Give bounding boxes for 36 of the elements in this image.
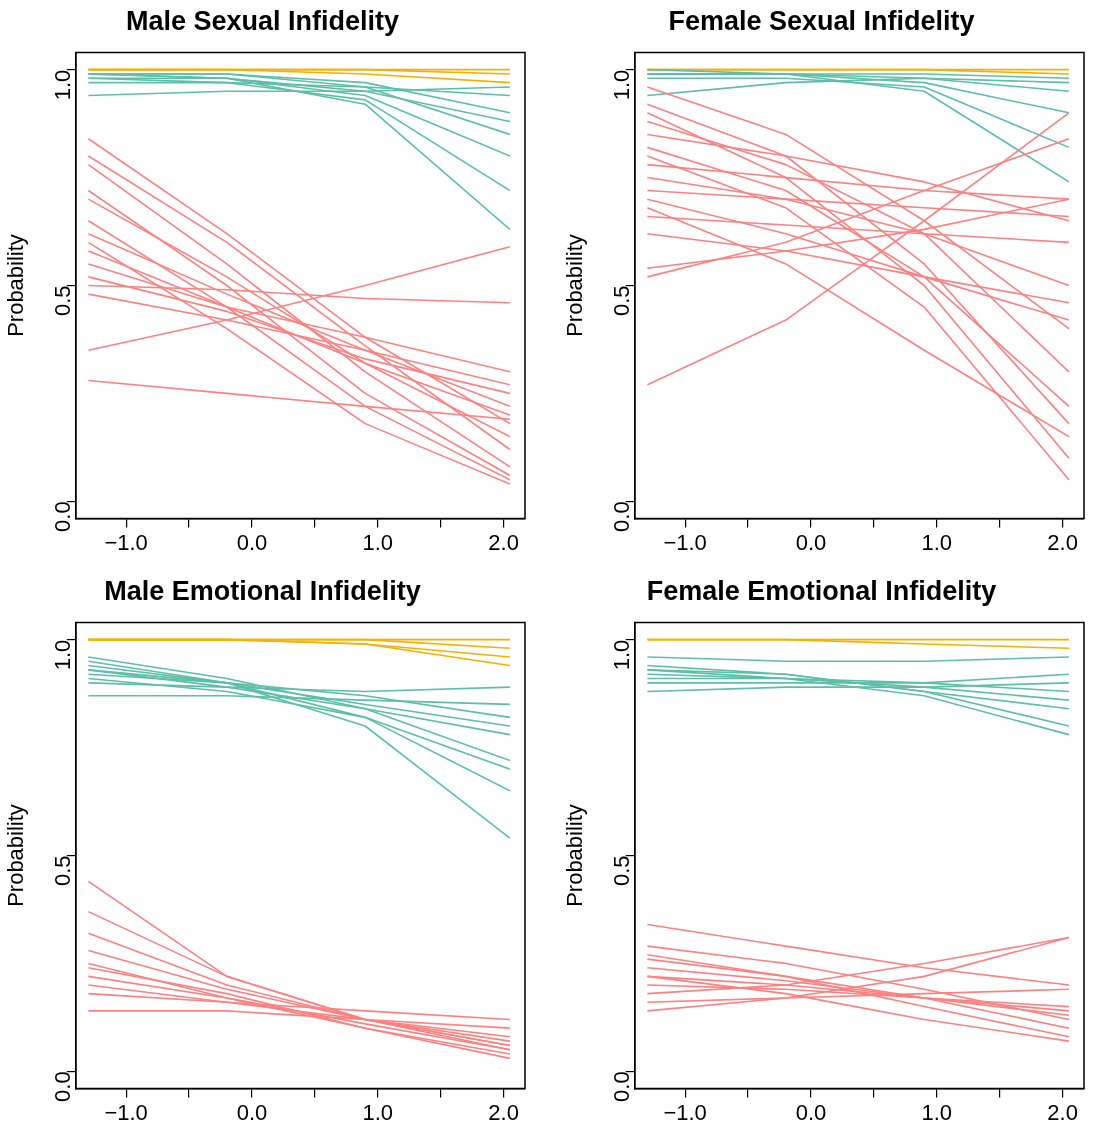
y-tick-label: 0.0 [49, 1071, 75, 1102]
x-tick-label: 1.0 [362, 529, 394, 555]
y-tick-label: 0.0 [608, 501, 634, 532]
x-tick-label: 0.0 [795, 529, 827, 555]
x-tick-label: −1.0 [663, 1099, 707, 1125]
y-axis-title: Probability [3, 234, 29, 337]
x-tick-label: 1.0 [921, 1099, 953, 1125]
x-tick-label: −1.0 [104, 529, 148, 555]
y-axis-title: Probability [562, 804, 588, 907]
x-tick-label: 0.0 [795, 1099, 827, 1125]
x-tick-label: 2.0 [488, 529, 519, 555]
y-tick-label: 1.0 [608, 639, 634, 671]
chart-title: Female Sexual Infidelity [668, 5, 975, 36]
x-tick-label: 0.0 [236, 529, 268, 555]
chart-title: Male Emotional Infidelity [104, 575, 421, 606]
x-tick-label: 0.0 [236, 1099, 268, 1125]
x-tick-label: 2.0 [1047, 529, 1078, 555]
y-tick-label: 1.0 [608, 69, 634, 101]
y-axis-title: Probability [562, 234, 588, 337]
x-tick-label: 1.0 [362, 1099, 394, 1125]
y-tick-label: 0.5 [608, 855, 634, 887]
chart-title: Female Emotional Infidelity [646, 575, 997, 606]
y-tick-label: 1.0 [49, 639, 75, 671]
x-tick-label: −1.0 [663, 529, 707, 555]
chart-title: Male Sexual Infidelity [125, 5, 400, 36]
y-tick-label: 0.5 [608, 285, 634, 317]
y-tick-label: 0.0 [608, 1071, 634, 1102]
y-tick-label: 0.0 [49, 501, 75, 532]
y-tick-label: 0.5 [49, 855, 75, 887]
x-tick-label: 1.0 [921, 529, 953, 555]
y-tick-label: 0.5 [49, 285, 75, 317]
x-tick-label: −1.0 [104, 1099, 148, 1125]
x-tick-label: 2.0 [488, 1099, 519, 1125]
y-tick-label: 1.0 [49, 69, 75, 101]
x-tick-label: 2.0 [1047, 1099, 1078, 1125]
y-axis-title: Probability [3, 804, 29, 907]
